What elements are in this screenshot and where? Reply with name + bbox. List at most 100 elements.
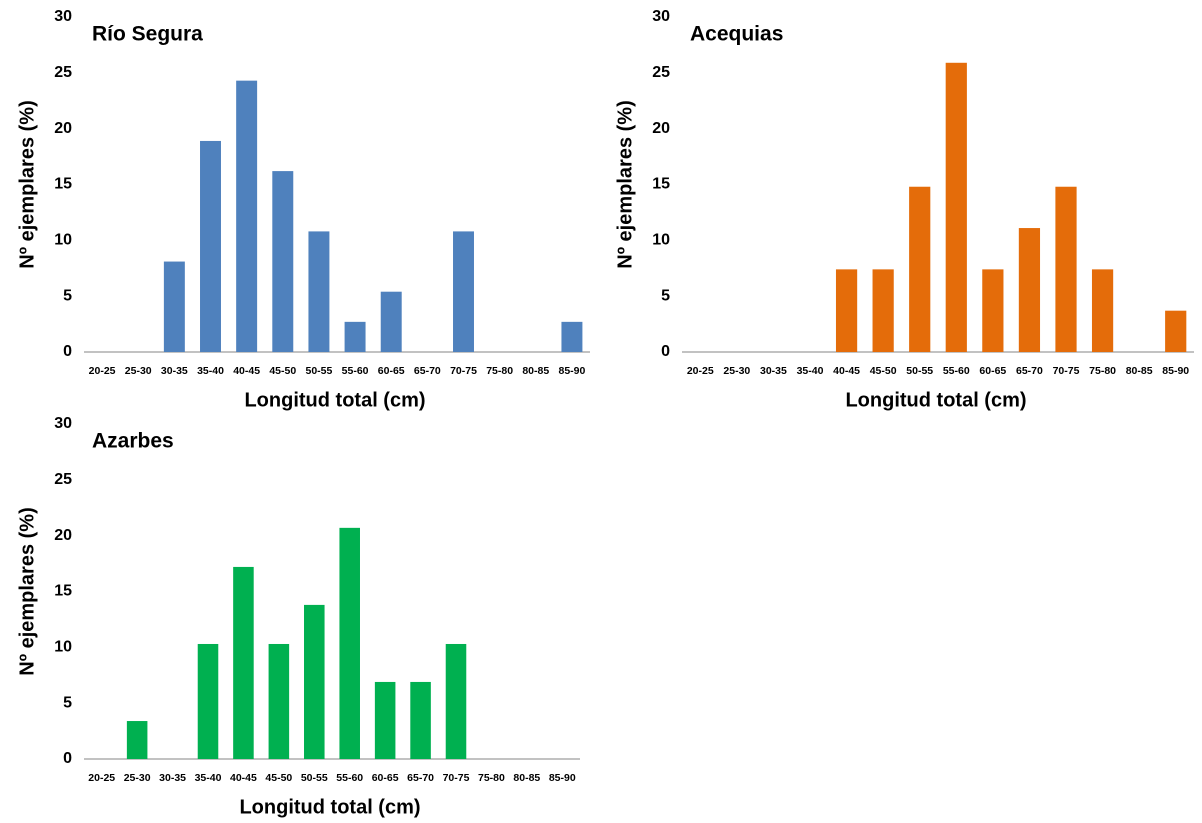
x-tick-label: 50-55 [906,365,933,377]
x-tick-label: 60-65 [372,772,399,784]
x-tick-label: 80-85 [522,365,549,377]
bar [233,566,254,759]
y-tick-label: 5 [63,287,72,304]
y-tick-label: 5 [661,287,670,304]
bar [909,186,931,352]
x-tick-label: 35-40 [197,365,224,377]
x-tick-label: 25-30 [124,772,151,784]
x-tick-label: 25-30 [723,365,750,377]
x-tick-label: 55-60 [336,772,363,784]
y-tick-label: 5 [63,694,72,711]
x-axis-title: Longitud total (cm) [239,796,420,818]
x-tick-label: 20-25 [89,365,116,377]
y-tick-label: 20 [54,120,72,137]
chart-title: Río Segura [92,23,203,46]
x-tick-label: 50-55 [305,365,332,377]
bar [835,269,858,352]
x-tick-label: 70-75 [443,772,470,784]
bar [163,261,185,352]
y-tick-label: 0 [63,343,72,360]
y-tick-label: 0 [63,750,72,767]
x-tick-label: 35-40 [797,365,824,377]
bar [339,527,360,759]
bar [445,643,467,759]
bar [945,62,967,353]
x-tick-label: 45-50 [269,365,296,377]
x-tick-label: 85-90 [1162,365,1189,377]
bar [410,681,431,759]
bar [1018,228,1041,352]
y-tick-label: 25 [54,64,72,81]
x-tick-label: 55-60 [943,365,970,377]
bar [380,291,402,352]
x-tick-label: 75-80 [478,772,505,784]
bar [872,269,894,352]
x-tick-label: 25-30 [125,365,152,377]
x-tick-label: 35-40 [195,772,222,784]
y-tick-label: 15 [54,176,72,193]
x-tick-label: 45-50 [265,772,292,784]
x-tick-label: 65-70 [407,772,434,784]
x-tick-label: 50-55 [301,772,328,784]
x-tick-label: 40-45 [233,365,260,377]
bar [236,80,258,353]
y-tick-label: 20 [652,120,670,137]
y-tick-label: 10 [54,232,72,249]
x-tick-label: 70-75 [1053,365,1080,377]
bar [1165,310,1187,352]
x-tick-label: 75-80 [486,365,513,377]
x-tick-label: 20-25 [88,772,115,784]
bar [126,721,148,759]
bar [200,140,221,352]
x-tick-label: 80-85 [1126,365,1153,377]
y-tick-label: 30 [54,8,72,25]
y-tick-label: 10 [652,232,670,249]
x-tick-label: 60-65 [979,365,1006,377]
bar [308,231,330,352]
x-tick-label: 55-60 [342,365,369,377]
x-tick-label: 80-85 [513,772,540,784]
y-axis-title: Nº ejemplares (%) [16,507,38,675]
bar [561,321,583,352]
x-tick-label: 40-45 [230,772,257,784]
y-tick-label: 0 [661,343,670,360]
x-tick-label: 70-75 [450,365,477,377]
y-tick-label: 15 [652,176,670,193]
x-tick-label: 20-25 [687,365,714,377]
bar [197,643,219,759]
y-axis-title: Nº ejemplares (%) [16,100,38,268]
x-axis-title: Longitud total (cm) [845,389,1026,411]
x-tick-label: 85-90 [549,772,576,784]
x-tick-label: 40-45 [833,365,860,377]
bar [453,231,474,352]
bar [272,171,294,352]
bar [344,321,366,352]
bar [304,604,325,759]
bar [982,269,1004,352]
y-tick-label: 20 [54,527,72,544]
x-tick-label: 65-70 [1016,365,1043,377]
y-tick-label: 30 [652,8,670,25]
y-tick-label: 25 [652,64,670,81]
x-tick-label: 30-35 [161,365,188,377]
bar [1091,269,1114,352]
chart-title: Azarbes [92,430,174,453]
bar [1055,186,1077,352]
x-tick-label: 85-90 [558,365,585,377]
x-tick-label: 75-80 [1089,365,1116,377]
y-tick-label: 30 [54,415,72,432]
y-tick-label: 15 [54,583,72,600]
y-axis-title: Nº ejemplares (%) [614,100,636,268]
x-tick-label: 45-50 [870,365,897,377]
x-tick-label: 30-35 [760,365,787,377]
y-tick-label: 25 [54,471,72,488]
x-tick-label: 30-35 [159,772,186,784]
chart-title: Acequias [690,23,783,46]
y-tick-label: 10 [54,639,72,656]
x-tick-label: 60-65 [378,365,405,377]
bar [268,643,290,759]
x-tick-label: 65-70 [414,365,441,377]
x-axis-title: Longitud total (cm) [244,389,425,411]
bar [374,681,396,759]
